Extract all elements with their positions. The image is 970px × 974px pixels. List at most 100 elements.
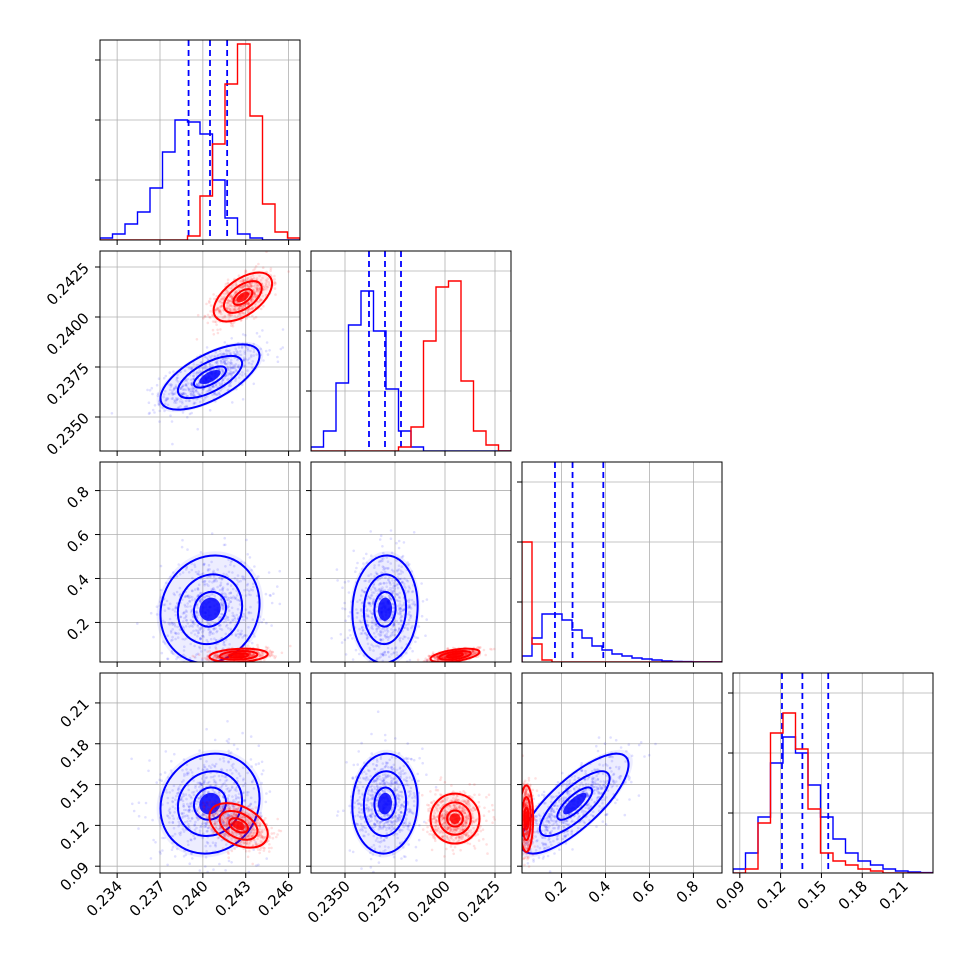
scatter-point [484,654,487,657]
scatter-point [424,634,427,637]
scatter-panel-2-0 [95,462,300,686]
scatter-point [152,409,155,412]
scatter-point [158,377,161,380]
scatter-point [366,670,369,673]
scatter-point [371,679,374,682]
scatter-point [189,413,192,416]
scatter-point [420,582,423,585]
scatter-point [212,868,215,871]
scatter-point [251,642,254,645]
scatter-point [146,389,149,392]
scatter-panel-2-1 [306,462,511,702]
scatter-point [265,350,268,353]
scatter-point [289,645,292,648]
scatter-point [209,298,212,301]
scatter-point [242,398,245,401]
scatter-point [493,648,496,651]
scatter-point [414,641,417,644]
scatter-point [422,664,425,667]
scatter-point [227,741,230,744]
scatter-point [398,547,401,550]
scatter-point [244,334,247,337]
histogram-step-a [522,614,722,662]
scatter-point [209,310,212,313]
panel-content [311,251,511,451]
scatter-point [228,663,231,666]
scatter-point [426,659,429,662]
scatter-point [203,315,206,318]
scatter-point [161,652,164,655]
scatter-point [144,816,147,819]
histogram-panel-0 [95,40,300,245]
scatter-point [347,615,350,618]
scatter-point [148,759,151,762]
scatter-point [218,863,221,866]
scatter-point [250,735,253,738]
scatter-point [259,678,262,681]
scatter-point [145,802,148,805]
scatter-point [181,546,184,549]
scatter-point [256,332,259,335]
scatter-point [344,581,347,584]
scatter-point [196,665,199,668]
scatter-point [265,622,268,625]
panel-frame [311,251,511,451]
scatter-point [159,773,162,776]
scatter-point [207,322,210,325]
scatter-point [287,270,290,273]
scatter-point [193,679,196,682]
scatter-point [489,648,492,651]
scatter-point [180,681,183,684]
scatter-point [160,565,163,568]
scatter-point [347,637,350,640]
panel-content [311,462,511,702]
scatter-point [216,662,219,665]
scatter-point [381,545,384,548]
scatter-point [403,541,406,544]
scatter-point [269,594,272,597]
scatter-point [380,682,383,685]
scatter-point [269,790,272,793]
scatter-point [276,585,279,588]
scatter-point [197,314,200,317]
scatter-point [224,869,227,872]
scatter-point [258,335,261,338]
scatter-point [204,865,207,868]
scatter-point [198,749,201,752]
scatter-point [164,771,167,774]
scatter-point [255,265,258,268]
scatter-point [395,542,398,545]
scatter-point [265,857,268,860]
scatter-point [261,761,264,764]
panel-frame [522,462,722,662]
scatter-point [186,548,189,551]
scatter-point [161,849,164,852]
scatter-point [151,819,154,822]
scatter-point [156,384,159,387]
scatter-point [224,341,227,344]
scatter-point [422,600,425,603]
scatter-point [159,410,162,413]
scatter-point [370,663,373,666]
scatter-point [279,603,282,606]
scatter-point [262,359,265,362]
histogram-step-b [100,44,300,240]
scatter-point [447,647,450,650]
scatter-point [205,728,208,731]
scatter-point [375,663,378,666]
scatter-point [240,674,243,677]
scatter-point [354,570,357,573]
scatter-point [228,738,231,741]
histogram-panel-2 [517,462,722,667]
scatter-point [268,349,271,352]
scatter-point [207,314,210,317]
scatter-point [151,393,154,396]
scatter-point [410,664,413,667]
scatter-point [344,639,347,642]
scatter-point [254,267,257,270]
scatter-point [153,411,156,414]
scatter-point [349,634,352,637]
scatter-point [226,720,229,723]
scatter-point [358,653,361,656]
